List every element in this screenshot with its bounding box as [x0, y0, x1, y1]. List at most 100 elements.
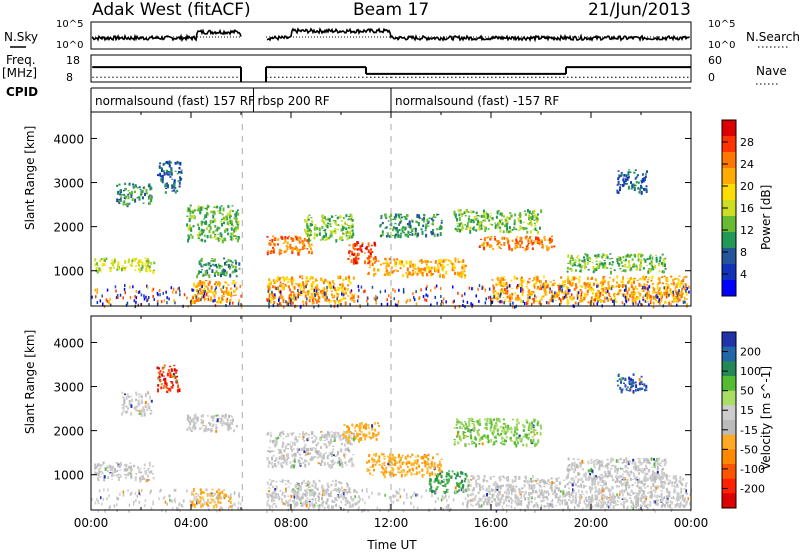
power-cell: [227, 284, 230, 286]
velocity-cell: [503, 423, 505, 425]
velocity-cell: [437, 480, 440, 484]
power-cell: [517, 294, 519, 299]
power-cell: [533, 283, 536, 286]
power-cell: [417, 266, 420, 270]
power-cell: [602, 275, 605, 280]
power-cell: [499, 222, 502, 224]
power-cell: [493, 295, 495, 299]
power-cell: [216, 210, 219, 212]
velocity-cell: [387, 457, 390, 459]
power-cell: [611, 285, 614, 287]
power-cell: [315, 298, 317, 302]
power-cell: [583, 293, 586, 297]
power-cell: [402, 287, 405, 291]
velocity-cell: [317, 505, 319, 507]
power-cell: [489, 295, 492, 299]
power-cell: [644, 175, 647, 179]
power-cell: [290, 276, 293, 280]
power-cell: [190, 228, 193, 232]
velocity-cell: [316, 451, 319, 455]
power-cell: [328, 237, 330, 240]
power-cell: [662, 270, 665, 274]
power-cell: [361, 244, 364, 248]
power-cell: [618, 284, 620, 288]
velocity-cell: [152, 476, 155, 480]
power-cell: [131, 262, 133, 265]
velocity-cell: [190, 419, 193, 423]
power-cell: [229, 293, 232, 296]
power-cell: [565, 285, 568, 290]
power-cell: [427, 261, 430, 263]
velocity-cell: [323, 494, 326, 496]
power-cell: [400, 260, 403, 263]
velocity-cell: [415, 471, 418, 476]
velocity-cell: [364, 437, 367, 441]
velocity-cell: [193, 421, 196, 426]
power-cell: [523, 227, 526, 230]
velocity-cell: [391, 472, 394, 475]
velocity-cell: [502, 437, 505, 440]
velocity-cell: [459, 438, 462, 442]
velocity-cell: [199, 499, 202, 502]
velocity-cell: [111, 472, 114, 476]
velocity-cell: [340, 482, 343, 484]
velocity-cell: [275, 493, 278, 495]
velocity-cell: [305, 460, 308, 462]
power-cell: [553, 245, 556, 248]
power-cell: [616, 281, 618, 284]
power-cell: [342, 232, 344, 235]
power-cell: [384, 213, 387, 218]
power-cell: [634, 299, 637, 302]
velocity-cell: [212, 415, 215, 419]
power-cell: [394, 234, 397, 239]
power-cell: [298, 249, 301, 253]
velocity-cell: [223, 489, 226, 491]
power-cell: [597, 292, 600, 294]
power-cell: [332, 296, 334, 299]
power-cell: [342, 293, 345, 297]
velocity-cell: [191, 426, 194, 430]
power-cell: [503, 276, 506, 278]
velocity-cell: [284, 491, 287, 493]
velocity-cell: [293, 490, 295, 492]
velocity-cell: [304, 493, 307, 497]
velocity-cell: [349, 432, 352, 434]
power-cell: [651, 262, 654, 266]
power-colorbar-swatch-8: [722, 248, 736, 265]
power-cell: [211, 258, 213, 260]
velocity-cell: [98, 470, 101, 474]
velocity-cell: [347, 490, 349, 493]
velocity-cell: [368, 459, 371, 463]
velocity-cell: [210, 425, 213, 428]
power-cell: [332, 219, 335, 222]
power-echo-region-2: [157, 160, 183, 194]
velocity-cell: [135, 473, 138, 475]
power-cell: [609, 258, 612, 260]
power-cell: [127, 193, 130, 196]
power-cell: [406, 267, 409, 272]
power-cell: [222, 295, 225, 298]
power-cell: [437, 269, 440, 273]
power-cell: [564, 284, 566, 286]
power-cell: [372, 269, 375, 271]
velocity-cell: [319, 504, 322, 506]
power-cell: [386, 272, 389, 276]
velocity-cell: [477, 433, 480, 437]
power-cell: [270, 251, 273, 254]
velocity-cell: [115, 462, 118, 464]
power-cell: [297, 239, 299, 241]
power-cell: [349, 303, 351, 307]
power-cell: [238, 299, 240, 303]
power-colorbar-label: Power [dB]: [759, 185, 773, 250]
power-cell: [524, 210, 526, 212]
velocity-cell: [273, 500, 275, 502]
velocity-cell: [372, 464, 374, 468]
power-cell: [272, 279, 275, 282]
velocity-cell: [306, 488, 309, 490]
power-cell: [174, 170, 177, 172]
power-cell: [645, 185, 648, 188]
power-cell: [377, 260, 380, 262]
power-cell: [218, 209, 221, 213]
power-cell: [210, 285, 213, 290]
